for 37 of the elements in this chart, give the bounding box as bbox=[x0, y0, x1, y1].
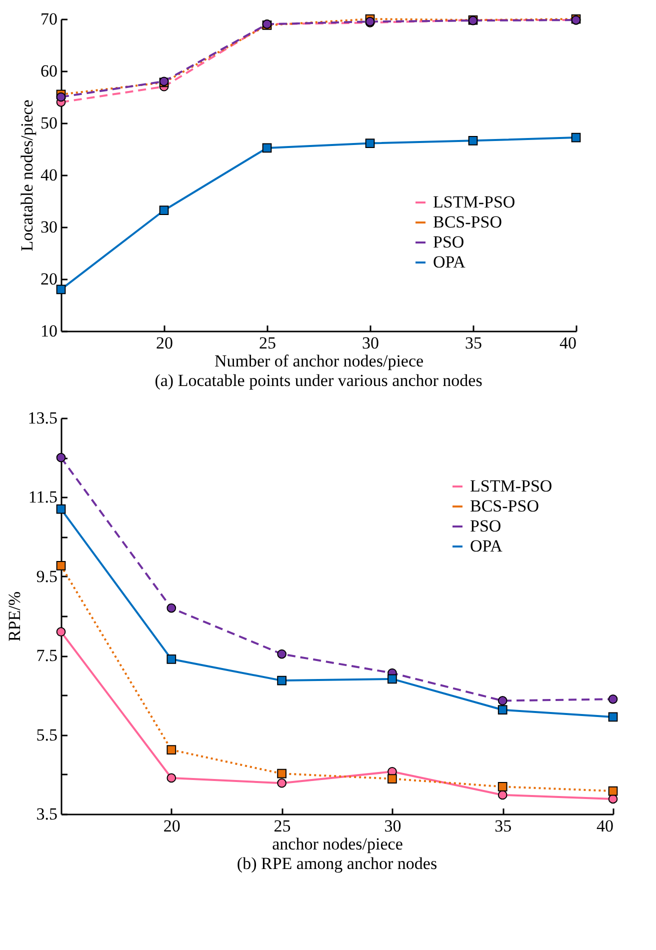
legend-label: BCS-PSO bbox=[433, 212, 502, 232]
x-tick-label: 40 bbox=[560, 334, 576, 352]
legend-label: LSTM-PSO bbox=[470, 476, 552, 496]
x-tick-label: 25 bbox=[259, 334, 276, 352]
legend-label: LSTM-PSO bbox=[433, 192, 516, 212]
x-tick-label: 20 bbox=[156, 334, 173, 352]
x-tick-label: 30 bbox=[384, 816, 402, 836]
y-tick-label: 30 bbox=[40, 218, 58, 236]
y-tick-label: 13.5 bbox=[28, 408, 58, 428]
y-tick-label: 70 bbox=[40, 10, 58, 28]
x-tick-label: 20 bbox=[163, 816, 180, 836]
legend-label: PSO bbox=[470, 516, 502, 536]
y-tick-label: 9.5 bbox=[36, 566, 58, 586]
legend-label: OPA bbox=[433, 252, 466, 272]
y-axis-title: Locatable nodes/piece bbox=[18, 100, 36, 252]
text: (b) RPE among anchor nodes bbox=[236, 854, 438, 873]
text: (a) Locatable points under various anchor nodes bbox=[154, 371, 482, 390]
x-tick-label: 40 bbox=[596, 816, 614, 836]
x-axis-title: Number of anchor nodes/piece bbox=[214, 352, 424, 370]
x-tick-label: 25 bbox=[274, 816, 291, 836]
legend-label: PSO bbox=[433, 232, 464, 252]
legend-label: BCS-PSO bbox=[470, 496, 539, 516]
y-tick-label: 3.5 bbox=[36, 804, 58, 824]
y-tick-label: 11.5 bbox=[28, 488, 58, 507]
x-axis-title: anchor nodes/piece bbox=[272, 834, 403, 854]
y-tick-label: 7.5 bbox=[36, 646, 58, 666]
x-tick-label: 30 bbox=[362, 334, 379, 352]
y-tick-label: 60 bbox=[40, 62, 58, 80]
x-tick-label: 35 bbox=[465, 334, 482, 352]
y-tick-label: 10 bbox=[40, 322, 58, 340]
x-tick-label: 35 bbox=[494, 816, 512, 836]
y-axis-title: RPE/% bbox=[4, 591, 24, 642]
y-tick-label: 20 bbox=[40, 270, 58, 288]
y-tick-label: 5.5 bbox=[36, 725, 58, 744]
legend-label: OPA bbox=[470, 536, 504, 556]
y-tick-label: 40 bbox=[40, 166, 58, 184]
y-tick-label: 50 bbox=[40, 114, 58, 132]
